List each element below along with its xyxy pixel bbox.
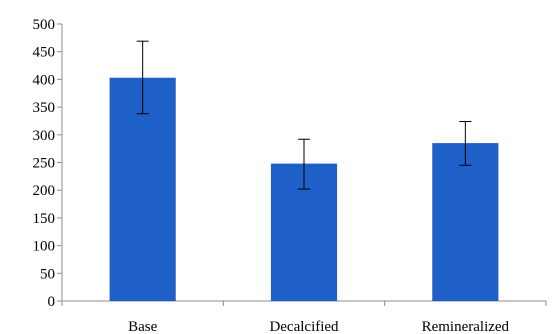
x-category-label: Decalcified	[269, 319, 339, 334]
y-axis: 0 50 100 150 200 250 300 350 400 450 500	[33, 17, 63, 310]
error-bars	[136, 40, 472, 190]
y-tick-label: 200	[33, 183, 56, 199]
y-tick-label: 250	[33, 156, 56, 172]
y-tick-label: 0	[48, 294, 56, 310]
error-bar-base	[136, 40, 149, 115]
y-tick-label: 50	[40, 266, 55, 282]
bars	[109, 77, 499, 301]
y-tick-label: 100	[33, 239, 56, 255]
x-category-label: Remineralized	[422, 319, 510, 334]
bar-remineralized	[432, 143, 499, 301]
x-category-label: Base	[128, 319, 158, 334]
y-tick-label: 300	[33, 128, 56, 144]
error-bar-decalcified	[298, 138, 310, 190]
y-tick-label: 400	[33, 72, 56, 88]
y-tick-label: 350	[33, 100, 56, 116]
y-tick-label: 150	[33, 211, 56, 227]
error-bar-remineralized	[459, 121, 472, 166]
x-axis: Base Decalcified Remineralized	[61, 300, 547, 334]
bar-base	[109, 77, 176, 301]
y-tick-label: 500	[33, 17, 56, 33]
y-tick-label: 450	[33, 45, 56, 61]
